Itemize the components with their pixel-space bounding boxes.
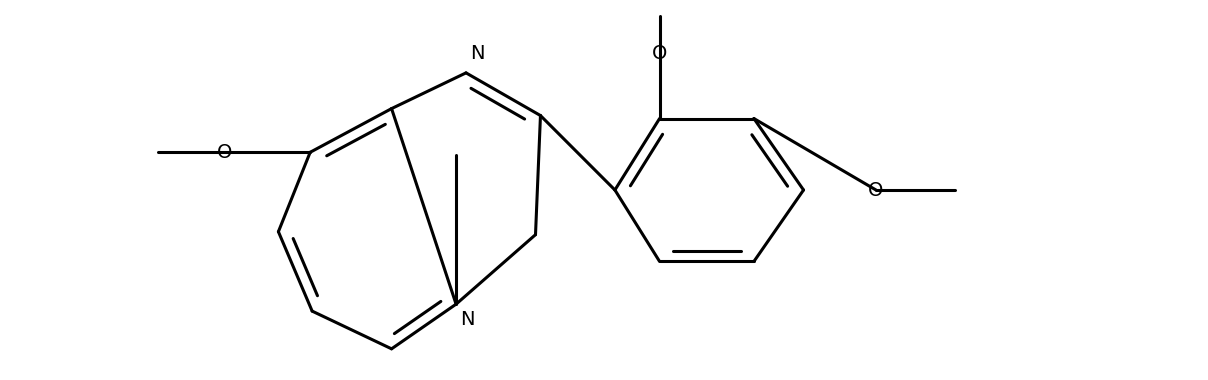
Text: N: N bbox=[470, 44, 484, 63]
Text: N: N bbox=[460, 310, 475, 329]
Text: O: O bbox=[217, 143, 232, 162]
Text: O: O bbox=[869, 180, 884, 200]
Text: O: O bbox=[652, 43, 667, 62]
